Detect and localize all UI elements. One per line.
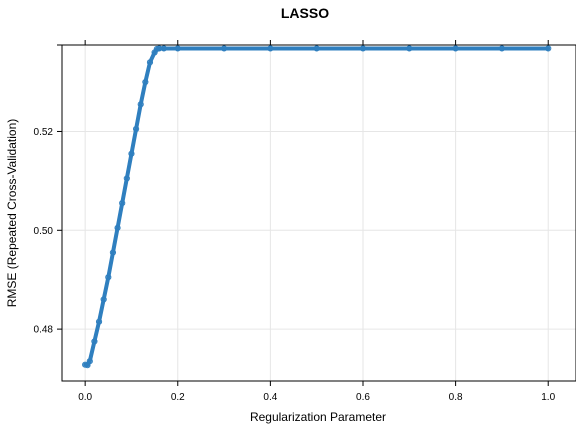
data-point [109,249,117,256]
x-tick-label: 0.4 [263,392,277,403]
data-point [160,45,167,52]
data-point [82,361,89,368]
x-tick-label: 1.0 [541,392,555,403]
data-point [452,45,459,52]
data-point [142,78,149,86]
data-point [105,274,112,281]
data-point [137,101,144,108]
axis-layer: 0.0 0.2 0.4 0.6 0.8 1.0 0.48 0.50 0.52 [34,40,556,403]
x-tick-label: 0.8 [449,392,463,403]
y-tick-label: 0.50 [34,226,54,237]
data-point [128,150,135,157]
data-point [91,338,98,345]
data-point [95,318,103,325]
data-point [119,200,126,207]
data-point [545,45,552,52]
data-point [123,175,130,182]
data-point [132,125,140,133]
data-point [156,45,163,52]
chart-title: LASSO [281,5,329,21]
series-line [83,46,551,368]
series-layer [82,45,552,369]
data-point [174,45,181,52]
x-tick-label: 0.6 [356,392,370,403]
data-point [100,296,107,303]
data-point [86,358,93,365]
y-tick-label: 0.48 [34,325,54,336]
y-tick-label: 0.52 [34,127,54,138]
data-point [406,45,413,52]
data-point [267,45,274,52]
x-axis-label: Regularization Parameter [250,410,386,424]
x-tick-label: 0.0 [78,392,92,403]
plot-frame [61,44,576,382]
data-point [498,45,506,52]
data-point [153,45,161,53]
x-tick-label: 0.2 [171,392,185,403]
data-point [114,224,121,231]
data-point [313,45,320,52]
grid-layer [62,45,576,381]
data-point [220,45,228,52]
data-point [359,45,367,52]
data-point [146,59,154,66]
y-axis-label: RMSE (Repeated Cross-Validation) [5,119,19,308]
